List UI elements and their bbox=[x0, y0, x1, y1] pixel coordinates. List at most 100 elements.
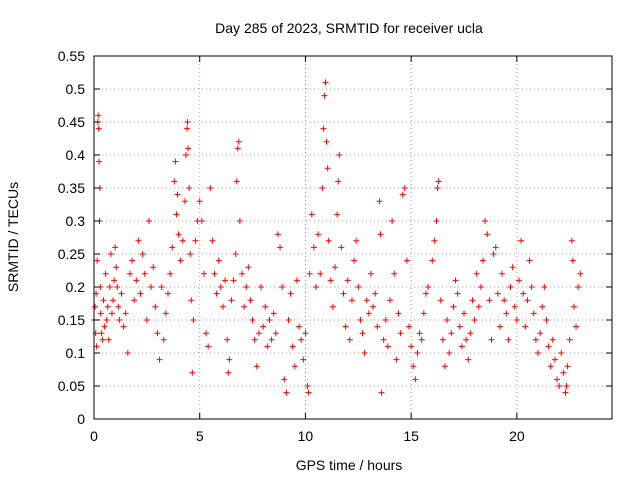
data-point bbox=[217, 284, 224, 290]
data-point bbox=[141, 270, 148, 277]
data-point bbox=[205, 343, 212, 350]
data-point bbox=[96, 158, 103, 165]
data-point bbox=[233, 178, 240, 185]
data-point bbox=[251, 336, 258, 343]
data-point bbox=[486, 297, 493, 304]
data-point bbox=[200, 270, 207, 277]
data-point bbox=[380, 336, 387, 343]
data-point bbox=[230, 277, 237, 284]
data-point bbox=[545, 343, 552, 350]
x-tick-label: 15 bbox=[403, 428, 419, 444]
data-points bbox=[91, 79, 584, 396]
data-point bbox=[173, 211, 180, 218]
data-point bbox=[355, 284, 362, 290]
data-point bbox=[320, 125, 327, 132]
data-point bbox=[332, 264, 339, 271]
chart-title: Day 285 of 2023, SRMTID for receiver ucl… bbox=[215, 20, 483, 36]
data-point bbox=[526, 257, 533, 264]
data-point bbox=[494, 290, 501, 297]
data-point bbox=[209, 237, 216, 244]
data-point bbox=[539, 303, 546, 310]
data-point bbox=[135, 237, 142, 244]
data-point bbox=[270, 310, 277, 317]
data-point bbox=[482, 218, 489, 224]
data-point bbox=[262, 303, 269, 310]
data-point bbox=[518, 237, 525, 244]
data-point bbox=[203, 330, 210, 337]
data-point bbox=[334, 211, 341, 218]
data-point bbox=[541, 284, 548, 290]
data-point bbox=[122, 310, 129, 317]
data-point bbox=[126, 270, 133, 277]
data-point bbox=[213, 290, 220, 297]
data-point bbox=[293, 277, 300, 284]
data-point bbox=[139, 251, 146, 257]
data-point bbox=[160, 336, 167, 343]
data-point bbox=[145, 218, 152, 224]
data-point bbox=[357, 317, 364, 323]
data-point bbox=[528, 284, 535, 290]
data-point bbox=[414, 350, 421, 356]
data-point bbox=[327, 277, 334, 284]
data-point bbox=[467, 330, 474, 337]
data-point bbox=[395, 310, 402, 317]
data-point bbox=[182, 152, 189, 158]
data-point bbox=[422, 290, 429, 297]
data-point bbox=[507, 284, 514, 290]
data-point bbox=[329, 303, 336, 310]
data-point bbox=[420, 310, 427, 317]
data-point bbox=[408, 343, 415, 350]
data-point bbox=[131, 297, 138, 304]
data-point bbox=[167, 270, 174, 277]
data-point bbox=[537, 330, 544, 337]
data-point bbox=[281, 376, 288, 383]
y-axis: 0 0.05 0.1 0.15 0.2 0.25 0.3 0.35 0.4 0.45 0.5 0.55 bbox=[58, 48, 612, 427]
data-point bbox=[346, 336, 353, 343]
data-point bbox=[285, 317, 292, 323]
data-point bbox=[317, 270, 324, 277]
data-point bbox=[325, 237, 332, 244]
data-point bbox=[335, 178, 342, 185]
data-point bbox=[190, 317, 197, 323]
data-point bbox=[137, 290, 144, 297]
data-point bbox=[101, 323, 108, 330]
data-point bbox=[306, 270, 313, 277]
data-point bbox=[165, 290, 171, 297]
data-point bbox=[112, 244, 119, 251]
data-point bbox=[129, 257, 136, 264]
data-point bbox=[458, 343, 465, 350]
data-point bbox=[113, 264, 120, 271]
data-point bbox=[401, 185, 408, 191]
data-point bbox=[99, 336, 106, 343]
data-point bbox=[431, 237, 438, 244]
data-point bbox=[370, 303, 377, 310]
data-point bbox=[342, 323, 349, 330]
data-point bbox=[573, 323, 580, 330]
data-point bbox=[465, 356, 472, 363]
data-point bbox=[277, 244, 284, 251]
data-point bbox=[387, 297, 393, 304]
data-point bbox=[437, 297, 444, 304]
data-point bbox=[452, 277, 459, 284]
data-point bbox=[148, 284, 155, 290]
data-point bbox=[434, 185, 441, 191]
data-point bbox=[344, 277, 351, 284]
data-point bbox=[302, 330, 309, 337]
data-point bbox=[308, 211, 315, 218]
data-point bbox=[513, 317, 520, 323]
data-point bbox=[102, 270, 109, 277]
data-point bbox=[499, 270, 506, 277]
data-point bbox=[268, 336, 275, 343]
data-point bbox=[192, 237, 199, 244]
data-point bbox=[456, 323, 463, 330]
data-point bbox=[215, 257, 222, 264]
data-point bbox=[480, 257, 487, 264]
data-point bbox=[186, 185, 193, 191]
data-point bbox=[384, 343, 391, 350]
data-point bbox=[97, 310, 104, 317]
data-point bbox=[120, 323, 127, 330]
data-point bbox=[211, 270, 218, 277]
data-point bbox=[258, 284, 265, 290]
data-point bbox=[501, 297, 508, 304]
y-tick-label: 0.2 bbox=[66, 279, 86, 295]
